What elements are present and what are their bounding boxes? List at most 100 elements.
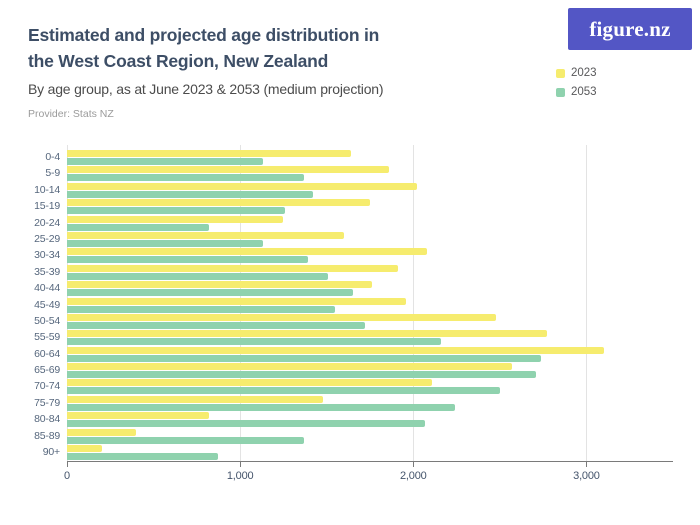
bar-2023-5-9	[67, 166, 390, 174]
chart-row-25-29: 25-29	[28, 231, 692, 248]
bar-track	[67, 379, 673, 395]
x-axis-tick-label: 2,000	[400, 470, 427, 483]
page-title-line2: the West Coast Region, New Zealand	[28, 51, 329, 71]
bar-2053-10-14	[67, 190, 313, 198]
y-axis-label: 50-54	[34, 314, 60, 327]
bar-2023-70-74	[67, 379, 433, 387]
chart-row-0-4: 0-4	[28, 150, 692, 166]
bar-2023-55-59	[67, 330, 547, 338]
page-title-line1: Estimated and projected age distribution…	[28, 25, 380, 45]
legend-item-2053: 2053	[556, 86, 597, 98]
y-axis-label: 45-49	[34, 298, 60, 311]
bar-track	[67, 248, 673, 264]
chart-row-80-84: 80-84	[28, 412, 692, 428]
bar-2053-25-29	[67, 239, 263, 247]
bar-2053-45-49	[67, 305, 336, 313]
y-axis-label: 40-44	[34, 282, 60, 295]
bar-2023-75-79	[67, 395, 324, 403]
x-axis: 0 1,000 2,000 3,000	[64, 461, 673, 490]
chart-row-70-74: 70-74	[28, 379, 692, 395]
bar-2053-75-79	[67, 403, 455, 411]
bar-2053-40-44	[67, 289, 353, 297]
bar-track	[67, 231, 673, 247]
x-axis-tick	[586, 462, 588, 468]
bar-track	[67, 412, 673, 428]
bar-rows: 0-4 5-9 10-14 15-19 20-24 25-29 30-34 35-39 40-4…	[28, 145, 692, 461]
x-axis-tick	[67, 462, 68, 468]
header-right: figure.nz 2023 2053	[556, 8, 692, 105]
y-axis-label: 15-19	[34, 200, 60, 213]
y-axis-label: 60-64	[34, 347, 60, 360]
legend-swatch-icon	[556, 68, 565, 78]
chart-row-20-24: 20-24	[28, 215, 692, 232]
bar-2053-35-39	[67, 272, 329, 280]
bar-2023-10-14	[67, 182, 417, 190]
age-distribution-bar-chart: 0-4 5-9 10-14 15-19 20-24 25-29 30-34 35-39 40-4…	[28, 145, 692, 490]
chart-row-50-54: 50-54	[28, 313, 692, 330]
x-axis-tick-label: 0	[64, 470, 70, 483]
chart-row-35-39: 35-39	[28, 264, 692, 281]
bar-2053-30-34	[67, 256, 308, 264]
chart-row-75-79: 75-79	[28, 395, 692, 412]
bar-2023-80-84	[67, 412, 209, 420]
y-axis-label: 5-9	[45, 167, 60, 180]
bar-track	[67, 297, 673, 313]
chart-row-85-89: 85-89	[28, 428, 692, 445]
bar-2023-25-29	[67, 231, 345, 239]
y-axis-label: 85-89	[34, 429, 60, 442]
bar-track	[67, 395, 673, 411]
bar-2023-30-34	[67, 248, 428, 256]
bar-2053-85-89	[67, 436, 305, 444]
legend-swatch-icon	[556, 87, 565, 97]
x-axis-tick	[413, 462, 415, 468]
bar-2053-80-84	[67, 420, 426, 428]
bar-track	[67, 363, 673, 379]
header: Estimated and projected age distribution…	[28, 8, 692, 120]
bar-2053-0-4	[67, 158, 263, 165]
bar-2023-35-39	[67, 264, 398, 272]
y-axis-label: 90+	[42, 446, 60, 459]
bar-track	[67, 281, 673, 297]
page-title: Estimated and projected age distribution…	[28, 22, 383, 74]
bar-2023-85-89	[67, 428, 137, 436]
bar-track	[67, 215, 673, 231]
x-axis-tick-label: 1,000	[226, 470, 254, 483]
y-axis-label: 20-24	[34, 216, 60, 229]
bar-2023-50-54	[67, 313, 497, 321]
bar-track	[67, 150, 673, 165]
chart-row-45-49: 45-49	[28, 297, 692, 314]
chart-row-40-44: 40-44	[28, 281, 692, 297]
bar-track	[67, 264, 673, 280]
bar-2023-15-19	[67, 199, 370, 207]
chart-row-60-64: 60-64	[28, 346, 692, 363]
bar-track	[67, 199, 673, 215]
chart-row-65-69: 65-69	[28, 363, 692, 379]
bar-2053-65-69	[67, 371, 537, 379]
bar-track	[67, 346, 673, 362]
bar-track	[67, 428, 673, 444]
x-axis-tick	[240, 462, 242, 468]
legend-label: 2023	[571, 67, 597, 79]
chart-row-90+: 90+	[28, 445, 692, 461]
bar-2023-45-49	[67, 297, 407, 305]
bar-2023-65-69	[67, 363, 512, 371]
y-axis-label: 30-34	[34, 249, 60, 262]
y-axis-label: 70-74	[34, 380, 60, 393]
bar-2053-15-19	[67, 207, 286, 215]
legend: 2023 2053	[556, 67, 597, 105]
provider-credit: Provider: Stats NZ	[28, 108, 114, 120]
bar-2023-90+	[67, 445, 102, 453]
x-axis-tick-label: 3,000	[573, 470, 600, 483]
bar-2053-60-64	[67, 354, 542, 362]
chart-row-15-19: 15-19	[28, 199, 692, 215]
bar-2023-20-24	[67, 215, 284, 223]
plot-area: 0-4 5-9 10-14 15-19 20-24 25-29 30-34 35-39 40-4…	[28, 145, 692, 462]
bar-2053-20-24	[67, 223, 209, 231]
bar-2023-0-4	[67, 150, 351, 157]
figure-nz-logo[interactable]: figure.nz	[568, 8, 692, 50]
bar-2023-60-64	[67, 346, 604, 354]
bar-track	[67, 330, 673, 346]
y-axis-label: 65-69	[34, 364, 60, 377]
bar-track	[67, 445, 673, 461]
bar-2053-50-54	[67, 321, 365, 329]
